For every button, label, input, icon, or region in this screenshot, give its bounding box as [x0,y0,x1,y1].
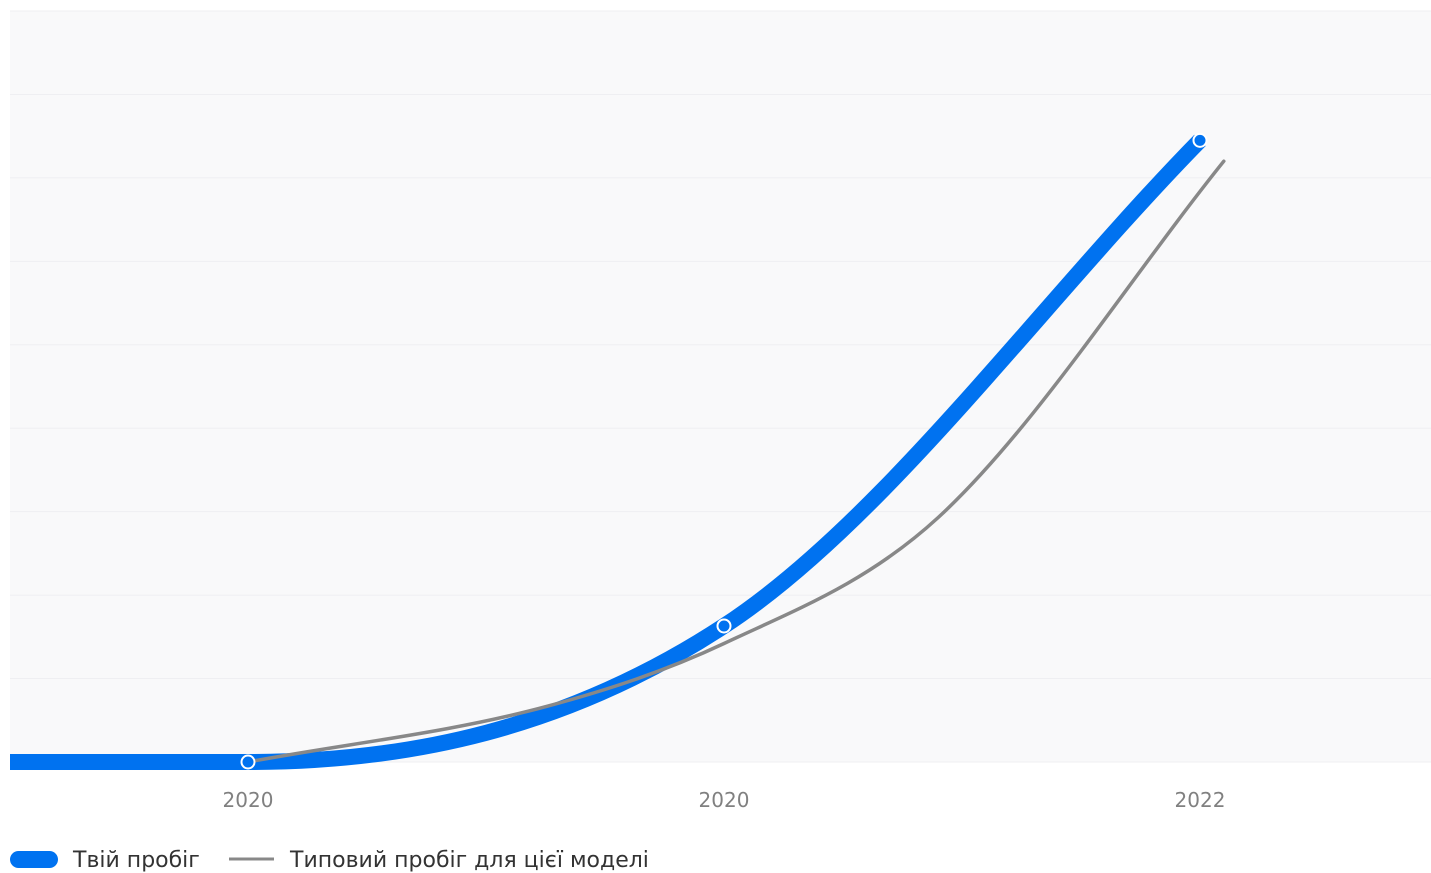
legend-label-typical-mileage: Типовий пробіг для цієї моделі [289,848,649,873]
data-points [240,132,1208,770]
x-axis-ticks: 2020 2020 2022 [223,788,1226,812]
plot-background [10,11,1431,762]
legend: Твій пробіг Типовий пробіг для цієї модел… [10,848,649,873]
x-tick-label: 2022 [1175,788,1226,812]
x-tick-label: 2020 [699,788,750,812]
data-point-marker[interactable] [1192,132,1208,148]
series-line-your-mileage [10,134,1206,770]
series-line-typical-mileage [246,159,1226,764]
legend-swatch-your-mileage [10,851,58,868]
data-point-marker[interactable] [240,754,256,770]
data-point-marker[interactable] [716,618,732,634]
legend-label-your-mileage: Твій пробіг [72,848,200,873]
grid-lines [10,10,1431,763]
series-lines [10,134,1226,770]
x-tick-label: 2020 [223,788,274,812]
